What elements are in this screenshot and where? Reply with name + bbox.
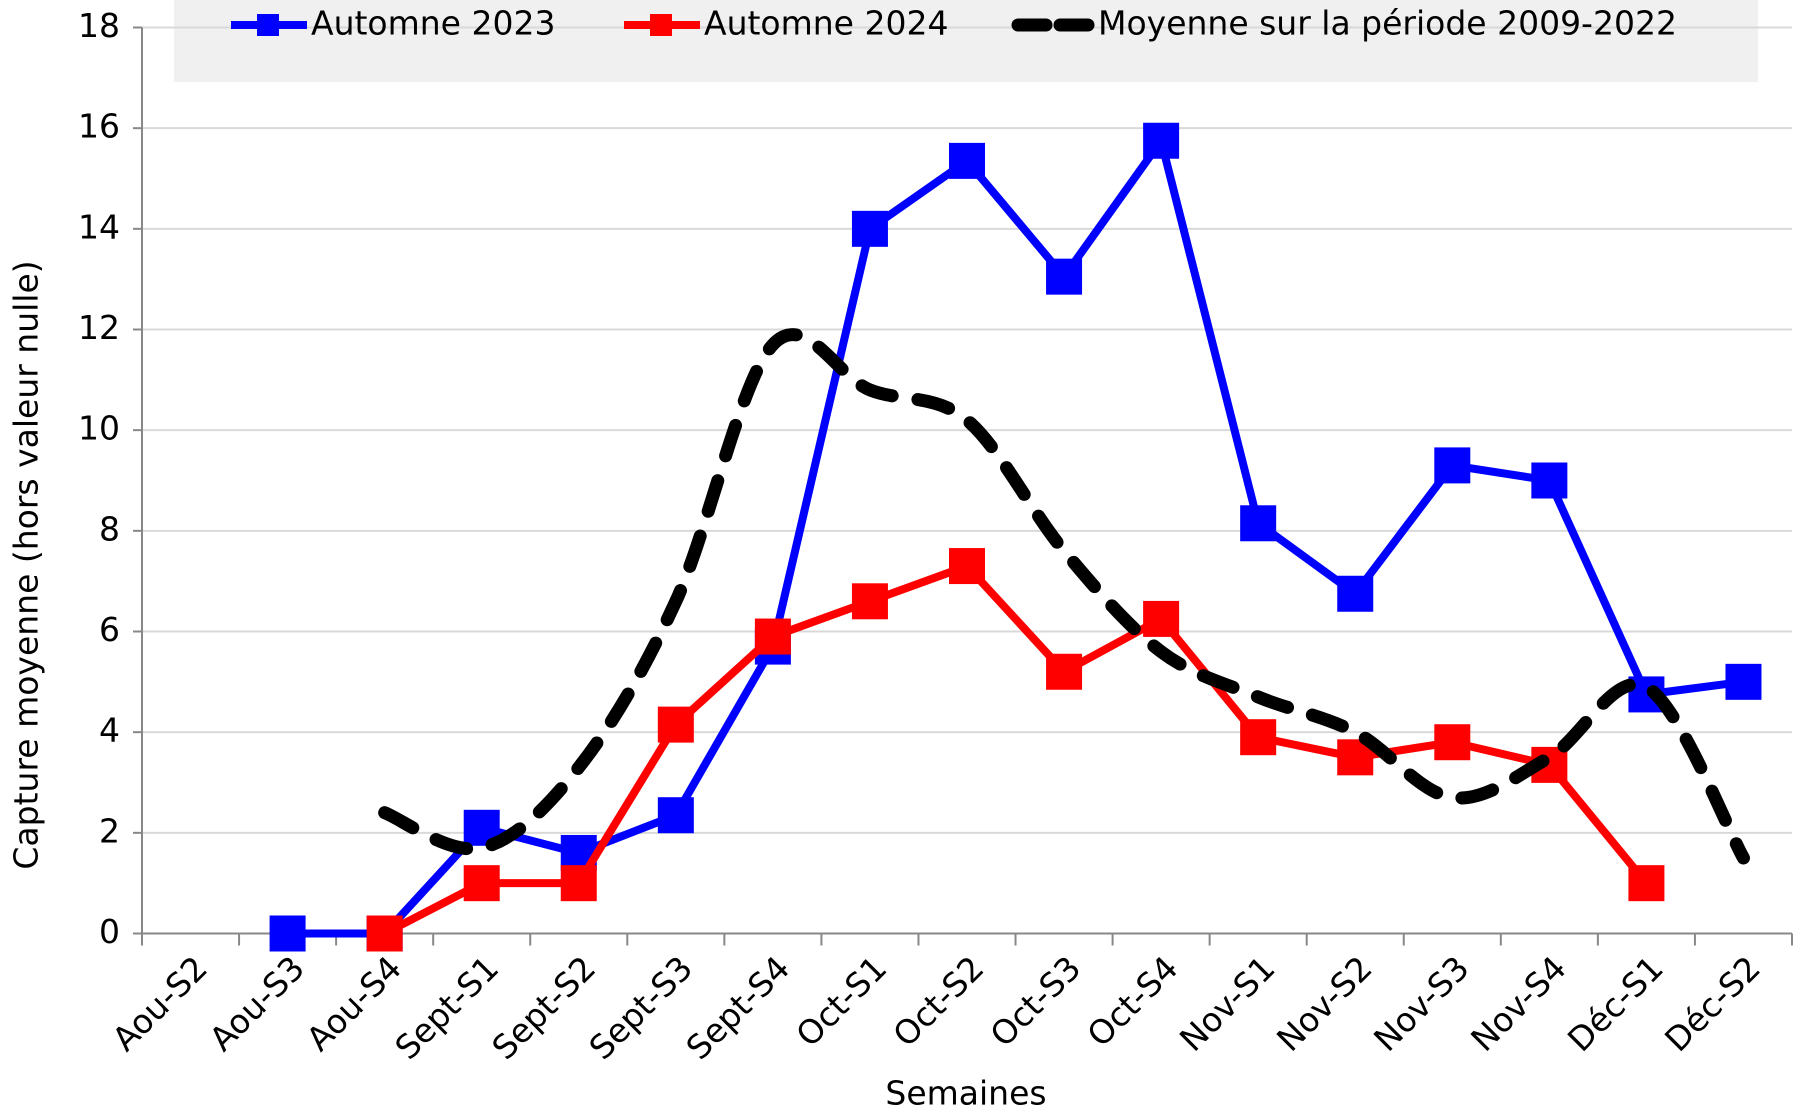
point-marker <box>1531 463 1567 499</box>
point-marker <box>852 583 888 619</box>
point-marker <box>1240 505 1276 541</box>
x-tick-label: Déc-S2 <box>1657 948 1768 1059</box>
legend-marker <box>650 14 672 36</box>
point-marker <box>561 865 597 901</box>
x-tick-label: Nov-S4 <box>1463 948 1574 1059</box>
x-tick-label: Sept-S3 <box>581 948 700 1067</box>
legend-label: Automne 2023 <box>311 4 555 43</box>
y-tick-label: 12 <box>78 308 120 347</box>
point-marker <box>367 916 403 952</box>
y-tick-label: 2 <box>99 811 120 850</box>
legend-label: Moyenne sur la période 2009-2022 <box>1098 4 1677 43</box>
point-marker <box>755 619 791 655</box>
point-marker <box>852 211 888 247</box>
y-tick-label: 8 <box>99 509 120 548</box>
x-tick-label: Oct-S1 <box>788 948 894 1054</box>
point-marker <box>949 548 985 584</box>
series-line <box>288 141 1744 934</box>
x-tick-label: Sept-S4 <box>678 948 797 1067</box>
y-axis-title: Capture moyenne (hors valeur nulle) <box>7 260 46 869</box>
y-tick-label: 16 <box>78 107 120 146</box>
point-marker <box>658 797 694 833</box>
x-tick-label: Aou-S3 <box>202 948 312 1058</box>
x-tick-label: Sept-S1 <box>387 948 506 1067</box>
point-marker <box>1434 724 1470 760</box>
point-marker <box>1143 123 1179 159</box>
point-marker <box>1143 601 1179 637</box>
point-marker <box>658 707 694 743</box>
x-tick-label: Déc-S1 <box>1560 948 1671 1059</box>
x-tick-label: Sept-S2 <box>484 948 603 1067</box>
x-tick-label: Aou-S2 <box>105 948 215 1058</box>
point-marker <box>1434 447 1470 483</box>
point-marker <box>1046 259 1082 295</box>
legend-label: Automne 2024 <box>704 4 948 43</box>
chart: Semaines Capture moyenne (hors valeur nu… <box>0 0 1796 1116</box>
x-tick-label: Nov-S3 <box>1366 948 1477 1059</box>
x-tick-label: Nov-S2 <box>1269 948 1380 1059</box>
y-tick-label: 18 <box>78 6 120 45</box>
y-tick-label: 0 <box>99 912 120 951</box>
point-marker <box>1337 576 1373 612</box>
x-tick-label: Oct-S2 <box>885 948 991 1054</box>
point-marker <box>464 865 500 901</box>
point-marker <box>949 143 985 179</box>
y-tick-label: 10 <box>78 409 120 448</box>
x-tick-label: Oct-S3 <box>982 948 1088 1054</box>
x-tick-label: Oct-S4 <box>1079 948 1185 1054</box>
point-marker <box>1725 664 1761 700</box>
point-marker <box>1240 719 1276 755</box>
point-marker <box>1046 654 1082 690</box>
point-marker <box>270 916 306 952</box>
x-axis-title: Semaines <box>885 1074 1046 1113</box>
x-tick-label: Nov-S1 <box>1172 948 1283 1059</box>
y-tick-label: 6 <box>99 610 120 649</box>
y-tick-label: 14 <box>78 207 120 246</box>
legend-marker <box>257 14 279 36</box>
y-tick-label: 4 <box>99 711 120 750</box>
point-marker <box>1628 865 1664 901</box>
